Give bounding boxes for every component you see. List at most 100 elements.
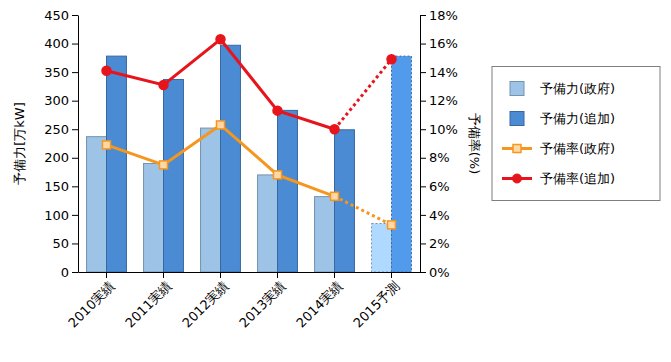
legend: 予備力(政府)予備力(追加)予備率(政府)予備率(追加) [492,67,660,201]
tick-mark [391,272,392,278]
marker [103,141,111,149]
tick: 2012実績 [179,272,231,331]
tick-mark [420,15,426,16]
tick-label: 2% [429,236,450,251]
marker [274,171,282,179]
line-forecast [335,59,392,129]
chart: 0501001502002503003504004500%2%4%6%8%10%… [0,0,671,362]
tick-label: 8% [429,150,450,165]
bar [164,80,184,272]
legend-label: 予備力(政府) [540,81,615,96]
tick-label: 400 [44,36,69,51]
tick-mark [420,129,426,130]
tick: 2011実績 [122,272,174,331]
tick: 2010実績 [65,272,117,331]
tick-label: 2011実績 [122,278,174,330]
marker [216,35,225,44]
tick: 300 [44,93,78,108]
tick-mark [277,272,278,278]
tick: 50 [52,236,78,251]
axis-line [78,16,79,273]
tick-mark [106,272,107,278]
tick-mark [220,272,221,278]
tick-mark [420,44,426,45]
tick-mark [72,101,78,102]
tick-mark [72,44,78,45]
tick-label: 200 [44,150,69,165]
marks [87,35,412,272]
tick-label: 6% [429,179,450,194]
tick: 250 [44,122,78,137]
tick-mark [420,186,426,187]
marker [388,221,396,229]
legend-item: 予備率(追加) [502,171,615,186]
bar [258,175,278,272]
tick-label: 50 [52,236,69,251]
marker [159,80,168,89]
tick-label: 0 [61,265,69,280]
tick-label: 250 [44,122,69,137]
tick-mark [72,15,78,16]
tick: 4% [420,208,450,223]
bar [315,197,335,272]
line-series [102,35,396,134]
tick: 8% [420,150,450,165]
y-axis: 050100150200250300350400450 [44,8,78,280]
tick-mark [334,272,335,278]
legend-item: 予備力(追加) [510,111,615,126]
bar [372,223,392,272]
tick-mark [72,158,78,159]
bar [392,56,412,272]
bar-series [107,45,412,272]
marker [331,192,339,200]
legend-label: 予備率(追加) [540,171,615,186]
legend-marker [513,145,521,153]
y2-axis: 0%2%4%6%8%10%12%14%16%18% [420,8,458,280]
tick: 12% [420,93,458,108]
tick-label: 2010実績 [65,278,117,330]
tick-label: 150 [44,179,69,194]
legend-marker [513,174,522,183]
tick-label: 4% [429,208,450,223]
tick-mark [72,72,78,73]
tick: 400 [44,36,78,51]
tick-mark [420,101,426,102]
tick: 0 [61,265,78,280]
line [107,39,335,129]
bar [87,137,107,272]
tick: 6% [420,179,450,194]
bar [144,163,164,272]
tick-mark [72,243,78,244]
marker [160,161,168,169]
tick-label: 300 [44,93,69,108]
tick: 2% [420,236,450,251]
tick: 2015予測 [350,272,402,331]
tick-mark [420,72,426,73]
tick-label: 18% [429,8,458,23]
bar [221,45,241,272]
tick: 350 [44,65,78,80]
marker [273,106,282,115]
legend-box [492,67,660,201]
tick: 18% [420,8,458,23]
y2-axis-title: 予備率(%) [467,113,482,175]
line-forecast [335,196,392,225]
tick-mark [72,215,78,216]
bar [107,56,127,272]
tick: 2014実績 [293,272,345,331]
tick: 200 [44,150,78,165]
plot: 0501001502002503003504004500%2%4%6%8%10%… [44,8,458,331]
tick-label: 16% [429,36,458,51]
line [107,125,335,196]
legend-swatch [510,112,524,126]
tick: 450 [44,8,78,23]
tick-mark [72,129,78,130]
tick-label: 2014実績 [293,278,345,330]
tick-mark [72,272,78,273]
tick-label: 12% [429,93,458,108]
legend-label: 予備力(追加) [540,111,615,126]
marker [102,66,111,75]
tick: 10% [420,122,458,137]
tick: 0% [420,265,450,280]
tick-mark [420,272,426,273]
